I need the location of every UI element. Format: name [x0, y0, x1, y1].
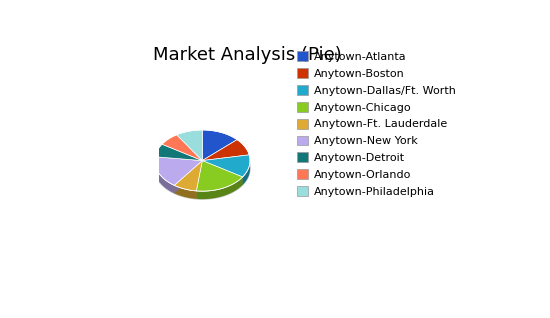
Polygon shape: [155, 144, 202, 161]
Polygon shape: [174, 161, 202, 193]
Polygon shape: [202, 140, 249, 161]
Polygon shape: [202, 130, 237, 161]
Legend: Anytown-Atlanta, Anytown-Boston, Anytown-Dallas/Ft. Worth, Anytown-Chicago, Anyt: Anytown-Atlanta, Anytown-Boston, Anytown…: [297, 51, 456, 197]
Polygon shape: [174, 185, 196, 199]
Polygon shape: [196, 161, 202, 199]
Polygon shape: [155, 138, 250, 199]
Polygon shape: [243, 161, 250, 185]
Text: Market Analysis (Pie): Market Analysis (Pie): [153, 45, 342, 64]
Polygon shape: [174, 161, 202, 193]
Polygon shape: [202, 155, 250, 177]
Polygon shape: [177, 130, 202, 161]
Polygon shape: [155, 161, 174, 193]
Polygon shape: [202, 161, 243, 185]
Polygon shape: [155, 157, 202, 185]
Polygon shape: [202, 161, 243, 185]
Polygon shape: [174, 161, 202, 191]
Polygon shape: [196, 177, 243, 199]
Polygon shape: [162, 135, 202, 161]
Polygon shape: [196, 161, 243, 191]
Polygon shape: [196, 161, 202, 199]
